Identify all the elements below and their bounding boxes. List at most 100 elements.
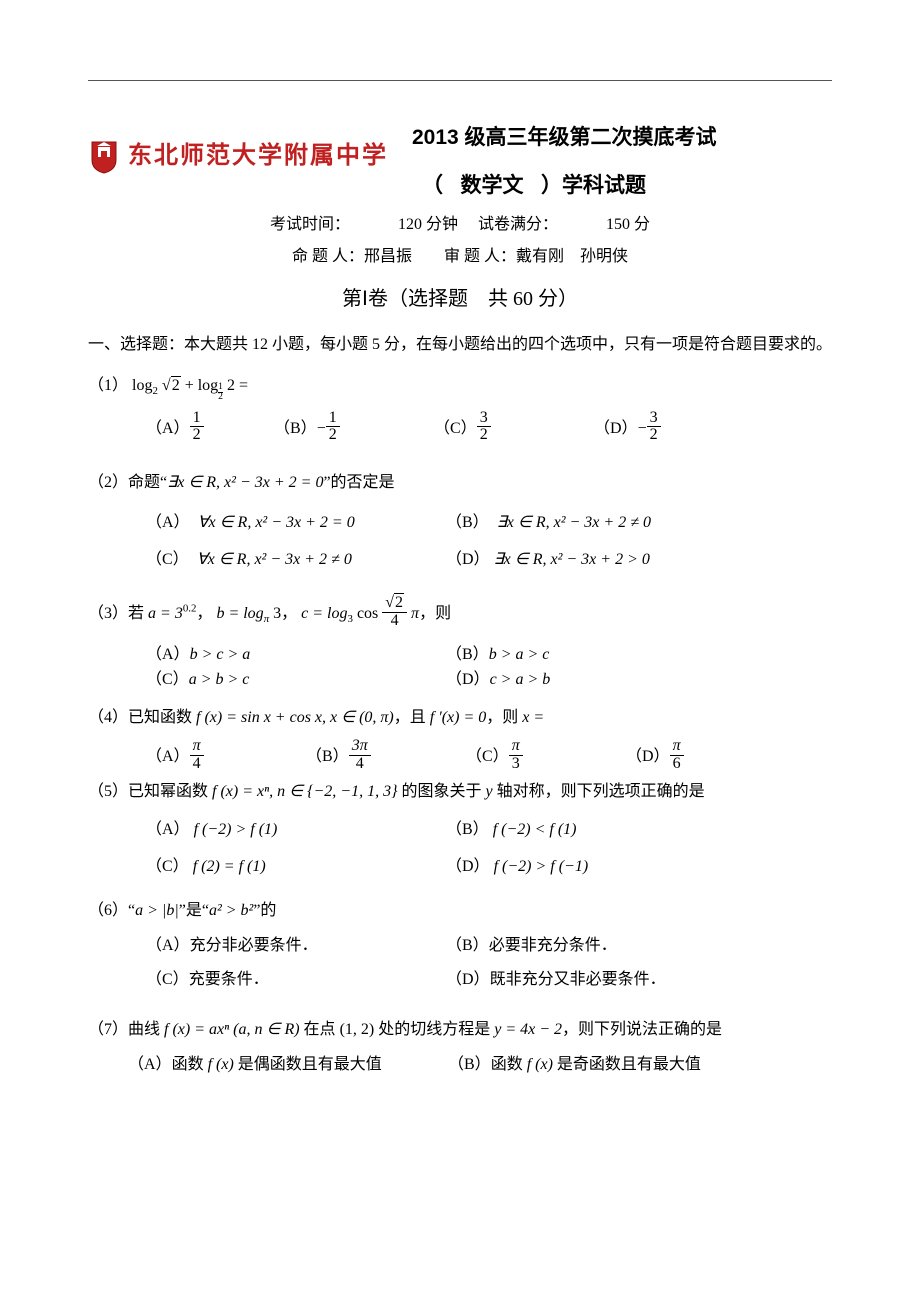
- q1-d-frac: 32: [647, 410, 661, 445]
- q3-opt-b: （B）b > a > c: [446, 642, 746, 668]
- q4-opt-b: （B）3π4: [306, 740, 466, 775]
- q2-number: （2）: [88, 474, 128, 491]
- q1-radicand: 2: [171, 376, 181, 394]
- q2-d-label: （D）: [446, 551, 490, 568]
- q6-b: a² > b²: [209, 902, 253, 919]
- q7-a-f: f (x): [208, 1056, 234, 1073]
- q1-plus-log: + log: [185, 377, 218, 394]
- q4-a-den: 4: [190, 755, 204, 773]
- q4-b-frac: 3π4: [349, 738, 371, 773]
- q3-d-label: （D）: [446, 671, 490, 688]
- q2-b-label: （B）: [446, 514, 489, 531]
- q1-log1: log: [132, 377, 152, 394]
- q3-b: b = log: [216, 605, 263, 622]
- top-rule: [88, 80, 832, 81]
- q7-b-post: 是奇函数且有最大值: [553, 1056, 701, 1073]
- q7-number: （7）: [88, 1021, 128, 1038]
- q3-opt-d: （D）c > a > b: [446, 667, 746, 693]
- q3-c-expr: a > b > c: [189, 671, 250, 688]
- q5-y: y: [486, 783, 493, 800]
- q4-xeq: x =: [522, 709, 544, 726]
- q1-d-neg: −: [638, 420, 647, 437]
- q2-post: ”的否定是: [323, 474, 394, 491]
- q7-a-pre: 函数: [172, 1056, 208, 1073]
- q1-arg2: 2 =: [227, 377, 248, 394]
- q4-d-den: 6: [670, 755, 684, 773]
- q4-b-label: （B）: [306, 748, 349, 765]
- q6-d-text: 既非充分又非必要条件．: [490, 971, 666, 988]
- q6-opt-b: （B）必要非充分条件．: [446, 933, 746, 959]
- q1-number: （1）: [88, 377, 128, 394]
- q3-a-label: （A）: [146, 646, 190, 663]
- q1-opt-b: （B）−12: [274, 412, 434, 447]
- q5-b-label: （B）: [446, 821, 489, 838]
- q1-a-frac: 12: [190, 410, 204, 445]
- q6-options-1: （A）充分非必要条件． （B）必要非充分条件．: [146, 933, 832, 959]
- q6-b-text: 必要非充分条件．: [489, 937, 617, 954]
- q7-a-label: （A）: [128, 1056, 172, 1073]
- exam-subtitle: （ 数学文 ）学科试题: [422, 169, 717, 203]
- q1-opt-a: （A）12: [146, 412, 274, 447]
- q3-a-expr: b > c > a: [190, 646, 251, 663]
- q1-opt-d: （D）−32: [594, 412, 754, 447]
- q1-c-frac: 32: [477, 410, 491, 445]
- exam-title: 2013 级高三年级第二次摸底考试: [412, 121, 717, 155]
- q2-a-expr: ∀x ∈ R, x² − 3x + 2 = 0: [198, 514, 355, 531]
- section-title: 第Ⅰ卷（选择题 共 60 分）: [88, 283, 832, 315]
- q2-d-expr: ∃x ∈ R, x² − 3x + 2 > 0: [494, 551, 650, 568]
- q5-options-2: （C） f (2) = f (1) （D） f (−2) > f (−1): [146, 854, 832, 880]
- q3-opt-a: （A）b > c > a: [146, 642, 446, 668]
- q5-opt-d: （D） f (−2) > f (−1): [446, 854, 746, 880]
- q4-number: （4）: [88, 709, 128, 726]
- q2-expr: ∃x ∈ R, x² − 3x + 2 = 0: [167, 474, 323, 491]
- q7-opt-b: （B）函数 f (x) 是奇函数且有最大值: [448, 1052, 768, 1078]
- q2-opt-a: （A） ∀x ∈ R, x² − 3x + 2 = 0: [146, 510, 446, 536]
- q1-b-label: （B）: [274, 420, 317, 437]
- q1-sqrt2: 2: [162, 373, 181, 399]
- q5-f: f (x) = xⁿ, n ∈ {−2, −1, 1, 3}: [212, 783, 397, 800]
- q4-c-num: π: [509, 738, 523, 755]
- q6-mid: ”是“: [179, 902, 209, 919]
- q4-c-frac: π3: [509, 738, 523, 773]
- q3-opt-c: （C）a > b > c: [146, 667, 446, 693]
- q4-b-num: 3π: [349, 738, 371, 755]
- q1-base-half: 12: [218, 383, 223, 401]
- school-name: 东北师范大学附属中学: [128, 137, 388, 175]
- q1-a-label: （A）: [146, 420, 190, 437]
- q5-opt-c: （C） f (2) = f (1): [146, 854, 446, 880]
- question-2: （2）命题“∃x ∈ R, x² − 3x + 2 = 0”的否定是: [88, 470, 832, 496]
- q7-a-post: 是偶函数且有最大值: [234, 1056, 382, 1073]
- q3-s1: ，: [196, 605, 212, 622]
- q3-c-rad: 2: [394, 593, 404, 611]
- q7-b-pre: 函数: [491, 1056, 527, 1073]
- score-value: 150 分: [606, 216, 650, 233]
- question-1: （1） log2 2 + log12 2 =: [88, 373, 832, 401]
- question-5: （5）已知幂函数 f (x) = xⁿ, n ∈ {−2, −1, 1, 3} …: [88, 779, 832, 805]
- q1-d-num: 3: [647, 410, 661, 427]
- q7-options-1: （A）函数 f (x) 是偶函数且有最大值 （B）函数 f (x) 是奇函数且有…: [128, 1052, 832, 1078]
- q4-d-num: π: [670, 738, 684, 755]
- q1-a-den: 2: [190, 426, 204, 444]
- q1-b-den: 2: [326, 426, 340, 444]
- q2-pre: 命题“: [128, 474, 167, 491]
- q5-pre: 已知幂函数: [128, 783, 212, 800]
- q3-c-cos: cos: [353, 605, 382, 622]
- q3-c-den: 4: [382, 612, 407, 630]
- q4-c-label: （C）: [466, 748, 509, 765]
- q3-c-sqrt: 2: [385, 595, 404, 612]
- q5-options-1: （A） f (−2) > f (1) （B） f (−2) < f (1): [146, 817, 832, 843]
- q5-number: （5）: [88, 783, 128, 800]
- q2-options-2: （C） ∀x ∈ R, x² − 3x + 2 ≠ 0 （D） ∃x ∈ R, …: [146, 547, 832, 573]
- q2-opt-d: （D） ∃x ∈ R, x² − 3x + 2 > 0: [446, 547, 746, 573]
- q4-options: （A）π4 （B）3π4 （C）π3 （D）π6: [146, 740, 832, 775]
- paren-open: （: [422, 174, 443, 197]
- q6-opt-c: （C）充要条件．: [146, 967, 446, 993]
- q7-pt: (1, 2): [340, 1021, 375, 1038]
- q5-d-label: （D）: [446, 858, 490, 875]
- q4-fp: f ′(x) = 0: [430, 709, 487, 726]
- q3-post: ，则: [419, 605, 451, 622]
- q4-a-num: π: [190, 738, 204, 755]
- q6-c-text: 充要条件．: [189, 971, 269, 988]
- q3-c-label: （C）: [146, 671, 189, 688]
- q7-line: y = 4x − 2: [494, 1021, 562, 1038]
